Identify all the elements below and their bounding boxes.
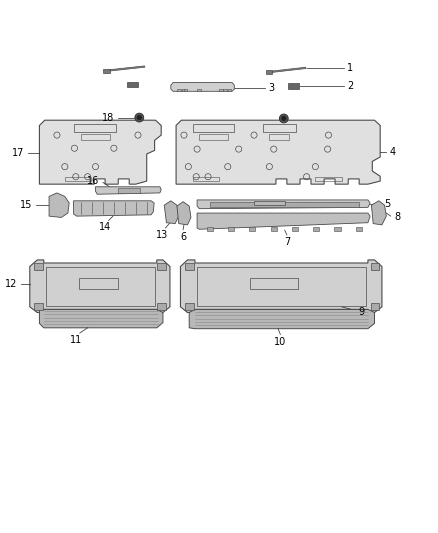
- Bar: [185, 303, 194, 310]
- Bar: [177, 89, 181, 91]
- Text: 16: 16: [87, 176, 99, 186]
- Bar: [254, 201, 285, 205]
- Bar: [193, 177, 219, 181]
- Bar: [182, 89, 185, 91]
- Text: 10: 10: [274, 336, 286, 346]
- Text: 8: 8: [394, 213, 400, 222]
- Bar: [157, 263, 166, 270]
- Polygon shape: [108, 66, 145, 71]
- Bar: [197, 89, 201, 91]
- Bar: [219, 89, 223, 91]
- Bar: [292, 227, 298, 231]
- Text: 17: 17: [12, 149, 25, 158]
- Bar: [288, 83, 299, 88]
- Text: 4: 4: [390, 147, 396, 157]
- Bar: [127, 82, 138, 87]
- Bar: [34, 263, 43, 270]
- Bar: [250, 278, 298, 289]
- Circle shape: [137, 115, 142, 120]
- Bar: [315, 177, 342, 181]
- Bar: [210, 201, 359, 207]
- Text: 14: 14: [99, 222, 111, 232]
- Polygon shape: [164, 201, 179, 223]
- Text: 5: 5: [384, 199, 390, 209]
- Bar: [271, 227, 277, 231]
- Polygon shape: [371, 201, 386, 225]
- Polygon shape: [197, 200, 370, 209]
- Text: 1: 1: [347, 63, 353, 73]
- Bar: [118, 188, 140, 193]
- Bar: [313, 227, 319, 231]
- Bar: [249, 227, 255, 231]
- Bar: [79, 278, 118, 289]
- Bar: [371, 303, 379, 310]
- Text: 2: 2: [347, 81, 353, 91]
- Bar: [65, 177, 91, 181]
- Bar: [185, 263, 194, 270]
- Bar: [263, 124, 296, 132]
- Circle shape: [281, 116, 286, 121]
- Bar: [199, 134, 228, 140]
- Text: 18: 18: [102, 112, 114, 123]
- Text: 12: 12: [5, 279, 18, 289]
- Polygon shape: [176, 120, 380, 184]
- Polygon shape: [49, 193, 69, 217]
- Polygon shape: [189, 310, 374, 329]
- Bar: [269, 134, 289, 140]
- Bar: [207, 227, 213, 231]
- Text: 7: 7: [284, 237, 290, 247]
- Bar: [103, 69, 110, 73]
- Polygon shape: [95, 187, 161, 194]
- Circle shape: [135, 113, 144, 122]
- Text: 6: 6: [180, 232, 186, 243]
- Bar: [81, 134, 110, 140]
- Bar: [228, 89, 231, 91]
- Polygon shape: [39, 120, 161, 184]
- Bar: [193, 124, 234, 132]
- Text: 9: 9: [358, 306, 364, 317]
- Polygon shape: [177, 201, 191, 225]
- Bar: [266, 70, 272, 74]
- Bar: [157, 303, 166, 310]
- Bar: [184, 89, 187, 91]
- Text: 11: 11: [70, 335, 82, 345]
- Text: 13: 13: [156, 230, 168, 240]
- Bar: [223, 89, 227, 91]
- Polygon shape: [180, 260, 382, 312]
- Polygon shape: [30, 260, 170, 312]
- Bar: [371, 263, 379, 270]
- Text: 3: 3: [268, 83, 275, 93]
- Bar: [356, 227, 362, 231]
- Polygon shape: [39, 310, 163, 328]
- Polygon shape: [197, 213, 370, 229]
- Polygon shape: [74, 201, 154, 216]
- Polygon shape: [271, 67, 306, 72]
- Text: 15: 15: [20, 200, 32, 210]
- Polygon shape: [171, 83, 234, 91]
- Bar: [74, 124, 116, 132]
- Bar: [34, 303, 43, 310]
- Circle shape: [279, 114, 288, 123]
- Bar: [334, 227, 340, 231]
- Bar: [228, 227, 234, 231]
